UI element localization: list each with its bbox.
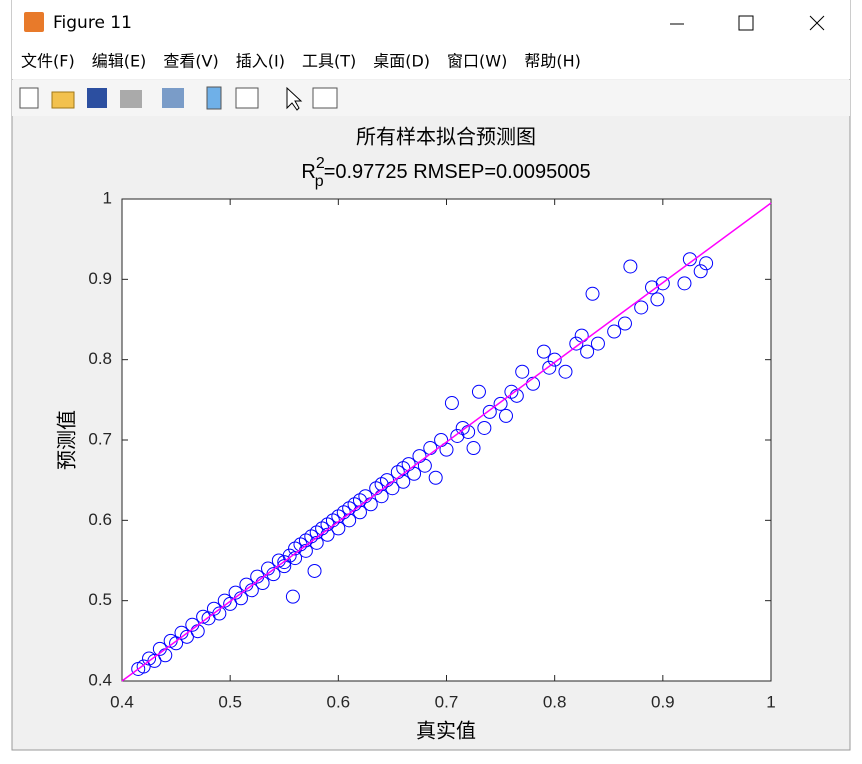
chart-subtitle: R2 p=0.97725 RMSEP=0.0095005 bbox=[301, 155, 590, 190]
scatter-point bbox=[223, 596, 238, 611]
scatter-point bbox=[515, 364, 530, 379]
subtitle-sub: p bbox=[315, 173, 324, 190]
scatter-point bbox=[699, 256, 714, 271]
y-axis-label: 预测值 bbox=[55, 410, 79, 470]
open-icon[interactable] bbox=[51, 91, 75, 109]
scatter-point bbox=[477, 420, 492, 435]
menu-item[interactable]: 查看(V) bbox=[163, 52, 218, 71]
legend-icon[interactable] bbox=[235, 87, 259, 109]
fit-line bbox=[121, 202, 772, 682]
scatter-point bbox=[493, 396, 508, 411]
subtitle-text: =0.97725 RMSEP=0.0095005 bbox=[324, 161, 591, 183]
scatter-point bbox=[417, 458, 432, 473]
scatter-point bbox=[547, 352, 562, 367]
y-tick-label: 1 bbox=[103, 188, 112, 207]
scatter-point bbox=[450, 428, 465, 443]
scatter-point bbox=[617, 316, 632, 331]
chart-title: 所有样本拟合预测图 bbox=[356, 125, 536, 149]
scatter-point bbox=[179, 629, 194, 644]
scatter-point bbox=[569, 336, 584, 351]
x-tick-label: 0.6 bbox=[327, 692, 351, 711]
y-tick-label: 0.8 bbox=[88, 349, 112, 368]
scatter-point bbox=[277, 555, 292, 570]
y-tick-label: 0.9 bbox=[88, 269, 112, 288]
scatter-point bbox=[677, 276, 692, 291]
menu-item[interactable]: 工具(T) bbox=[302, 52, 356, 71]
y-tick-label: 0.7 bbox=[88, 429, 112, 448]
print-icon[interactable] bbox=[120, 90, 142, 108]
scatter-point bbox=[396, 474, 411, 489]
y-tick-label: 0.6 bbox=[88, 510, 112, 529]
scatter-point bbox=[590, 336, 605, 351]
scatter-point bbox=[558, 364, 573, 379]
scatter-point bbox=[498, 408, 513, 423]
scatter-point bbox=[504, 384, 519, 399]
scatter-point bbox=[444, 396, 459, 411]
scatter-point bbox=[147, 653, 162, 668]
scatter-point bbox=[682, 252, 697, 267]
x-tick-label: 0.8 bbox=[543, 692, 567, 711]
y-tick-label: 0.4 bbox=[88, 670, 112, 689]
scatter-point bbox=[428, 470, 443, 485]
x-tick-label: 0.5 bbox=[218, 692, 242, 711]
scatter-point bbox=[136, 659, 151, 674]
toolbar-icons bbox=[19, 86, 338, 111]
scatter-point bbox=[634, 300, 649, 315]
y-tick-label: 0.5 bbox=[88, 590, 112, 609]
scatter-point bbox=[580, 344, 595, 359]
subtitle-sup: 2 bbox=[316, 155, 325, 172]
menu-item[interactable]: 帮助(H) bbox=[524, 52, 581, 71]
title-bar bbox=[12, 0, 850, 46]
menu-bar bbox=[12, 46, 850, 79]
scatter-point bbox=[285, 589, 300, 604]
scatter-point bbox=[471, 384, 486, 399]
scatter-point bbox=[307, 563, 322, 578]
menu-item[interactable]: 文件(F) bbox=[21, 52, 75, 71]
property-icon[interactable] bbox=[312, 87, 338, 109]
app-icon bbox=[24, 12, 44, 32]
scatter-point bbox=[650, 292, 665, 307]
new-icon[interactable] bbox=[19, 87, 39, 109]
scatter-point bbox=[455, 420, 470, 435]
scatter-point bbox=[693, 264, 708, 279]
scatter-point bbox=[623, 259, 638, 274]
menu-item[interactable]: 桌面(D) bbox=[373, 52, 430, 71]
save-icon[interactable] bbox=[87, 88, 107, 108]
pointer-icon[interactable] bbox=[286, 86, 303, 111]
scatter-point bbox=[542, 360, 557, 375]
menu-item[interactable]: 编辑(E) bbox=[92, 52, 147, 71]
menu-item[interactable]: 插入(I) bbox=[236, 52, 285, 71]
x-axis-label: 真实值 bbox=[416, 719, 476, 743]
scatter-point bbox=[439, 442, 454, 457]
toolbar bbox=[12, 80, 850, 116]
link-icon[interactable] bbox=[162, 88, 184, 108]
menu-item[interactable]: 窗口(W) bbox=[447, 52, 507, 71]
close-button[interactable] bbox=[809, 15, 825, 31]
subtitle-base: R bbox=[301, 161, 315, 183]
scatter-point bbox=[645, 280, 660, 295]
scatter-point bbox=[482, 404, 497, 419]
scatter-point bbox=[407, 466, 422, 481]
colorbar-icon[interactable] bbox=[206, 86, 222, 110]
maximize-button[interactable] bbox=[738, 15, 754, 31]
x-tick-label: 1 bbox=[766, 692, 775, 711]
x-tick-label: 0.4 bbox=[110, 692, 134, 711]
scatter-point bbox=[466, 441, 481, 456]
window-title: Figure 11 bbox=[53, 13, 132, 33]
scatter-point bbox=[655, 276, 670, 291]
scatter-point bbox=[536, 344, 551, 359]
x-tick-label: 0.9 bbox=[651, 692, 675, 711]
x-tick-label: 0.7 bbox=[435, 692, 459, 711]
scatter-point bbox=[585, 286, 600, 301]
scatter-point bbox=[607, 324, 622, 339]
